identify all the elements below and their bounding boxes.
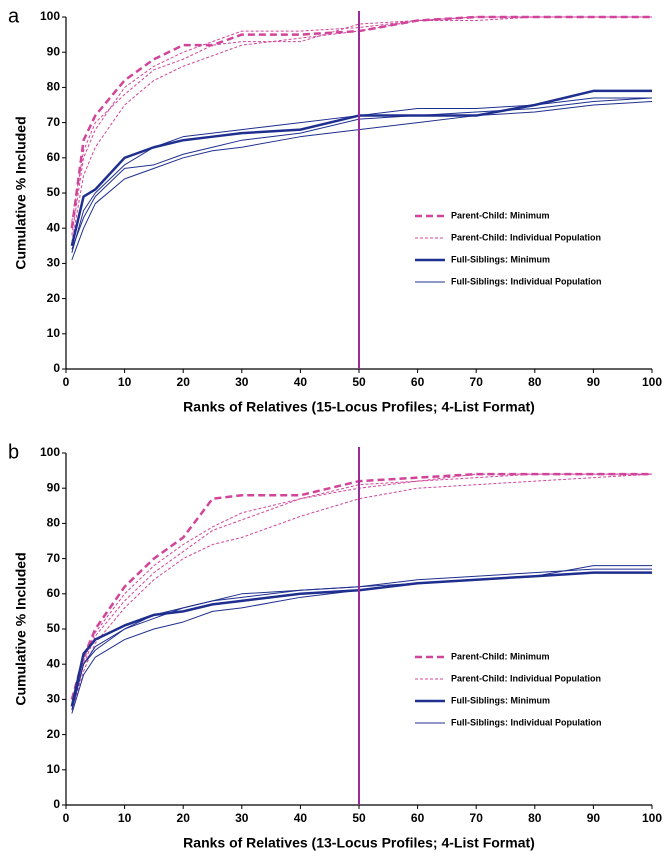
series-line — [71, 97, 653, 250]
y-tick-label: 20 — [47, 727, 61, 741]
x-tick-label: 20 — [177, 375, 191, 389]
x-tick-label: 20 — [177, 811, 191, 825]
y-tick-label: 50 — [47, 621, 61, 635]
x-tick-label: 60 — [411, 811, 425, 825]
y-tick-label: 100 — [40, 445, 60, 459]
panel: b 0 10 20 30 40 50 60 70 80 90 100 0 10 20 30 40 50 60 70 80… — [8, 441, 662, 850]
legend-label: Parent-Child: Individual Population — [451, 673, 601, 683]
x-tick-label: 30 — [235, 811, 249, 825]
x-tick-label: 10 — [118, 811, 132, 825]
x-tick-label: 70 — [470, 375, 484, 389]
x-tick-label: 90 — [587, 811, 601, 825]
y-tick-label: 90 — [47, 480, 61, 494]
series-line — [70, 571, 652, 707]
x-tick-label: 80 — [528, 375, 542, 389]
series-line — [71, 572, 652, 714]
x-tick-label: 100 — [642, 375, 662, 389]
y-tick-label: 70 — [47, 115, 61, 129]
series-line — [71, 16, 652, 222]
x-axis-title: Ranks of Relatives (15-Locus Profiles; 4… — [183, 399, 535, 415]
series-line — [70, 15, 652, 229]
legend-label: Parent-Child: Minimum — [451, 651, 550, 661]
x-tick-label: 30 — [235, 375, 249, 389]
legend-label: Parent-Child: Minimum — [451, 210, 550, 220]
y-tick-label: 80 — [47, 80, 61, 94]
y-tick-label: 30 — [47, 256, 61, 270]
y-tick-label: 80 — [47, 516, 61, 530]
panel-label: a — [8, 5, 20, 27]
series-line — [71, 100, 653, 261]
x-tick-label: 0 — [63, 811, 70, 825]
legend-label: Full-Siblings: Individual Population — [451, 717, 602, 727]
y-tick-label: 30 — [47, 692, 61, 706]
x-tick-label: 100 — [642, 811, 662, 825]
series-line — [70, 89, 652, 247]
x-tick-label: 80 — [528, 811, 542, 825]
x-tick-label: 0 — [63, 375, 70, 389]
x-tick-label: 60 — [411, 375, 425, 389]
y-axis-title: Cumulative % Included — [13, 552, 29, 705]
panel-label: b — [8, 441, 19, 463]
y-tick-label: 10 — [47, 326, 61, 340]
series-line — [71, 473, 653, 711]
series-line — [71, 16, 652, 243]
panel: a 0 10 20 30 40 50 60 70 80 90 100 0 10 20 30 40 50 60 70 80… — [8, 5, 662, 414]
legend-label: Full-Siblings: Minimum — [451, 695, 550, 705]
x-tick-label: 90 — [587, 375, 601, 389]
series-line — [71, 568, 652, 711]
series-line — [70, 472, 652, 700]
series-line — [71, 473, 652, 700]
series-line — [71, 97, 652, 253]
legend-label: Parent-Child: Individual Population — [451, 232, 601, 242]
y-tick-label: 90 — [47, 44, 61, 58]
legend-label: Full-Siblings: Individual Population — [451, 276, 602, 286]
y-tick-label: 100 — [40, 9, 60, 23]
y-tick-label: 60 — [47, 150, 61, 164]
y-tick-label: 50 — [47, 185, 61, 199]
x-tick-label: 70 — [470, 811, 484, 825]
y-tick-label: 60 — [47, 586, 61, 600]
y-tick-label: 10 — [47, 762, 61, 776]
y-tick-label: 70 — [47, 551, 61, 565]
series-line — [71, 565, 652, 711]
x-axis-title: Ranks of Relatives (13-Locus Profiles; 4… — [183, 835, 535, 851]
y-tick-label: 40 — [47, 656, 61, 670]
x-tick-label: 50 — [352, 375, 366, 389]
x-tick-label: 40 — [294, 811, 308, 825]
x-tick-label: 50 — [352, 811, 366, 825]
legend-label: Full-Siblings: Minimum — [451, 254, 550, 264]
y-tick-label: 20 — [47, 291, 61, 305]
y-tick-label: 0 — [53, 361, 60, 375]
x-tick-label: 10 — [118, 375, 132, 389]
x-tick-label: 40 — [294, 375, 308, 389]
y-tick-label: 0 — [53, 797, 60, 811]
y-axis-title: Cumulative % Included — [13, 116, 29, 269]
y-tick-label: 40 — [47, 220, 61, 234]
series-line — [71, 16, 652, 236]
